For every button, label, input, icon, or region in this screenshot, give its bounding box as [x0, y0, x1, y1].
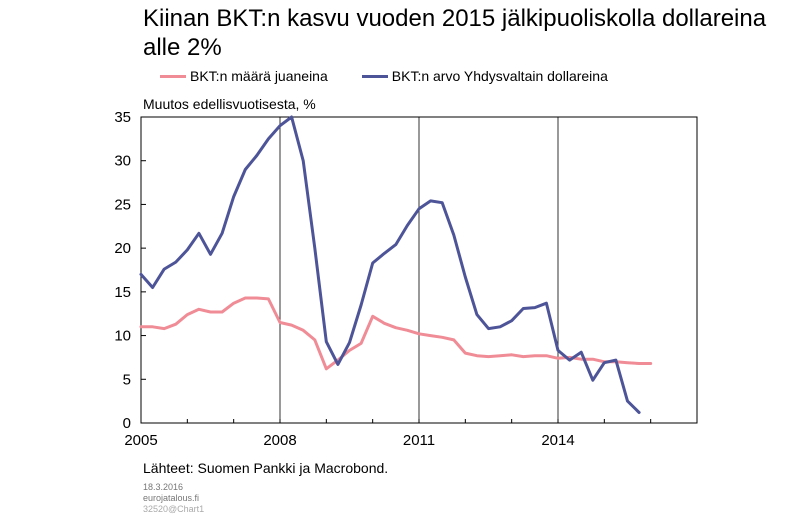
legend-swatch-cny [160, 74, 186, 78]
legend-label-cny: BKT:n määrä juaneina [190, 68, 328, 84]
y-tick-label-25: 25 [114, 196, 131, 213]
legend-item-usd: BKT:n arvo Yhdysvaltain dollareina [361, 68, 608, 84]
x-tick-label-2005: 2005 [124, 432, 157, 449]
x-tick-label-2008: 2008 [263, 432, 296, 449]
legend-item-cny: BKT:n määrä juaneina [160, 68, 328, 84]
footer-site: eurojatalous.fi [143, 493, 200, 503]
footer-date: 18.3.2016 [143, 482, 184, 492]
footer-chart-code: 32520@Chart1 [143, 504, 205, 514]
y-tick-label-15: 15 [114, 284, 131, 301]
y-tick-label-5: 5 [123, 371, 131, 388]
legend-label-usd: BKT:n arvo Yhdysvaltain dollareina [391, 68, 608, 84]
source-note: Lähteet: Suomen Pankki ja Macrobond. [143, 460, 389, 476]
x-tick-label-2011: 2011 [403, 432, 435, 449]
chart-legend: BKT:n määrä juaneina BKT:n arvo Yhdysval… [160, 66, 642, 86]
legend-swatch-usd [361, 74, 388, 78]
x-tick-label-2014: 2014 [541, 432, 574, 449]
chart-title: Kiinan BKT:n kasvu vuoden 2015 jälkipuol… [143, 5, 767, 61]
y-tick-label-30: 30 [114, 153, 131, 170]
series-line-1 [139, 115, 641, 414]
y-tick-label-0: 0 [123, 415, 131, 432]
y-axis-label: Muutos edellisvuotisesta, % [143, 96, 316, 112]
y-tick-label-10: 10 [114, 328, 131, 345]
y-tick-label-20: 20 [114, 240, 131, 257]
y-tick-label-35: 35 [114, 109, 131, 126]
